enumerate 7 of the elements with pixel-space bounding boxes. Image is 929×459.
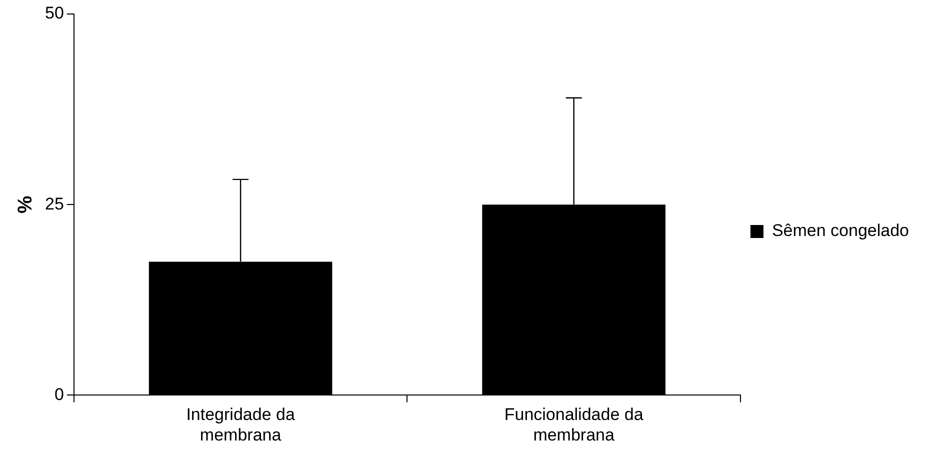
x-tick-label: Funcionalidade da membrana <box>504 405 644 444</box>
y-tick-label: 0 <box>54 384 64 404</box>
x-tick-label: Integridade da membrana <box>186 405 296 444</box>
y-tick-label: 25 <box>44 194 64 214</box>
y-tick-label: 50 <box>44 4 64 23</box>
y-axis-title: % <box>14 196 37 214</box>
legend-label: Sêmen congelado <box>772 221 909 240</box>
